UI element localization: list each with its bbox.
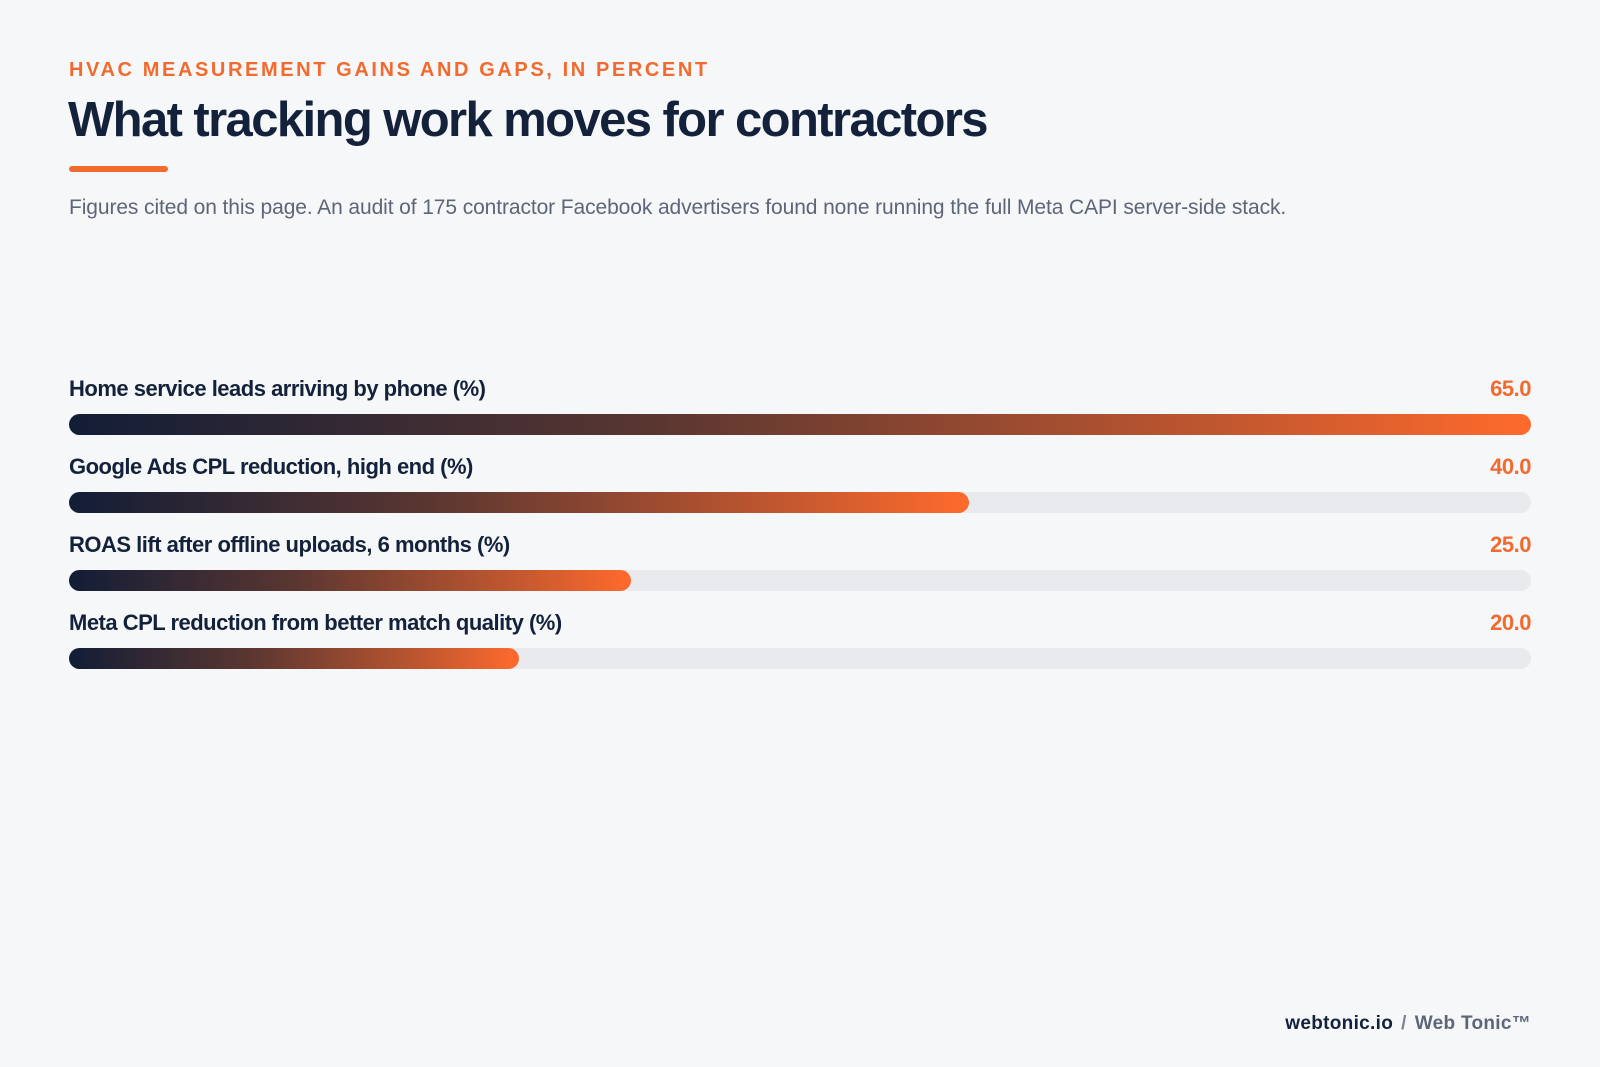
bar bbox=[69, 492, 969, 513]
chart-eyebrow: HVAC MEASUREMENT GAINS AND GAPS, IN PERC… bbox=[69, 59, 710, 81]
bar-label: ROAS lift after offline uploads, 6 month… bbox=[69, 532, 510, 557]
bar-chart: Home service leads arriving by phone (%)… bbox=[69, 376, 1531, 688]
chart-title: What tracking work moves for contractors bbox=[68, 93, 989, 147]
bar-label: Home service leads arriving by phone (%) bbox=[69, 376, 486, 401]
bar-row: Meta CPL reduction from better match qua… bbox=[69, 610, 1531, 688]
footer-brand: Web Tonic™ bbox=[1414, 1013, 1531, 1034]
bar-track bbox=[69, 492, 1531, 513]
bar-label: Google Ads CPL reduction, high end (%) bbox=[69, 454, 473, 479]
bar-track bbox=[69, 414, 1531, 435]
footer-domain: webtonic.io bbox=[1285, 1013, 1394, 1034]
bar-row: Home service leads arriving by phone (%)… bbox=[69, 376, 1531, 454]
bar bbox=[69, 570, 632, 591]
bar-value-label: 65.0 bbox=[1490, 376, 1531, 401]
bar-row: ROAS lift after offline uploads, 6 month… bbox=[69, 532, 1531, 610]
bar bbox=[69, 414, 1531, 435]
bar-value-label: 25.0 bbox=[1490, 532, 1531, 557]
bar-value-label: 20.0 bbox=[1490, 610, 1531, 635]
chart-subtitle: Figures cited on this page. An audit of … bbox=[69, 196, 1287, 219]
bar-label: Meta CPL reduction from better match qua… bbox=[69, 610, 562, 635]
title-underline bbox=[69, 166, 168, 172]
bar-value-label: 40.0 bbox=[1490, 454, 1531, 479]
bar-track bbox=[69, 648, 1531, 669]
footer-separator: / bbox=[1401, 1013, 1407, 1034]
bar bbox=[69, 648, 519, 669]
bar-row: Google Ads CPL reduction, high end (%) 40… bbox=[69, 454, 1531, 532]
bar-track bbox=[69, 570, 1531, 591]
footer-credit: webtonic.io / Web Tonic™ bbox=[1285, 1013, 1531, 1035]
